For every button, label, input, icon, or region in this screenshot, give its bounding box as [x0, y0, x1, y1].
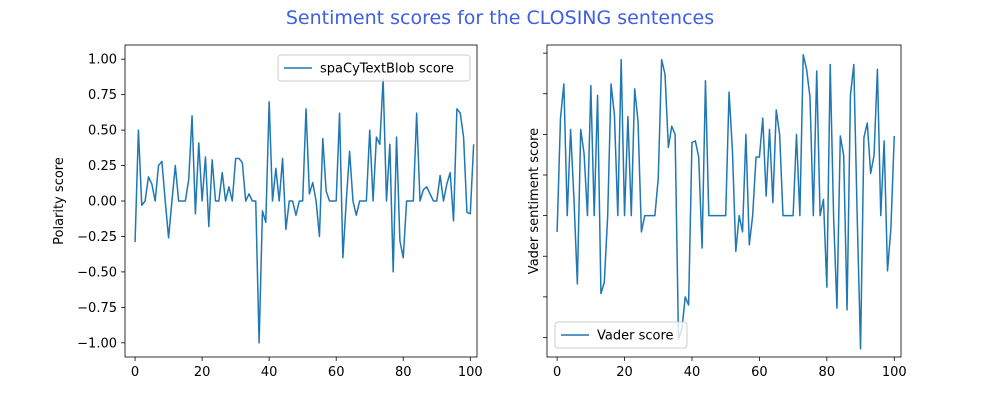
y-tick-label: 0.50 [88, 124, 117, 139]
legend-label: Vader score [597, 329, 674, 344]
figure-title: Sentiment scores for the CLOSING sentenc… [286, 7, 714, 29]
x-tick-label: 0 [553, 365, 561, 380]
series-line-0-0 [134, 78, 475, 344]
vader-chart-panel: 0 20 40 60 80 100 Vader sentiment score Vader s… [527, 44, 907, 380]
y-tick-label: 0.00 [88, 195, 117, 210]
y-axis-label: Vader sentiment score [527, 128, 542, 274]
x-tick-label: 100 [458, 365, 483, 380]
y-tick-label: −0.50 [77, 265, 117, 280]
y-tick-label: 1.00 [88, 53, 117, 68]
x-tick-label: 40 [261, 365, 278, 380]
x-tick-label: 100 [882, 365, 907, 380]
legend-box [554, 321, 688, 349]
polarity-chart-panel: 0 20 40 60 80 100 −1.00 −0.75 −0.50 −0.25 0.00 0.25… [52, 44, 483, 380]
legend-label: spaCyTextBlob score [320, 62, 454, 77]
y-tick-label: 0.25 [88, 159, 117, 174]
x-tick-label: 40 [684, 365, 701, 380]
legend: Vader score [554, 321, 688, 349]
x-tick-label: 60 [751, 365, 768, 380]
y-tick-label: −1.00 [77, 336, 117, 351]
plot-frame [546, 44, 902, 358]
x-tick-label: 20 [616, 365, 633, 380]
y-tick-label: −0.75 [77, 301, 117, 316]
series-line-1-0 [556, 54, 896, 350]
x-tick-label: 80 [395, 365, 412, 380]
x-tick-label: 20 [194, 365, 211, 380]
x-tick-label: 0 [131, 365, 139, 380]
legend-box [277, 54, 471, 82]
x-tick-label: 60 [328, 365, 345, 380]
x-tick-label: 80 [819, 365, 836, 380]
y-tick-label: 0.75 [88, 88, 117, 103]
y-axis-label: Polarity score [52, 157, 67, 245]
legend: spaCyTextBlob score [277, 54, 471, 82]
y-tick-label: −0.25 [77, 230, 117, 245]
